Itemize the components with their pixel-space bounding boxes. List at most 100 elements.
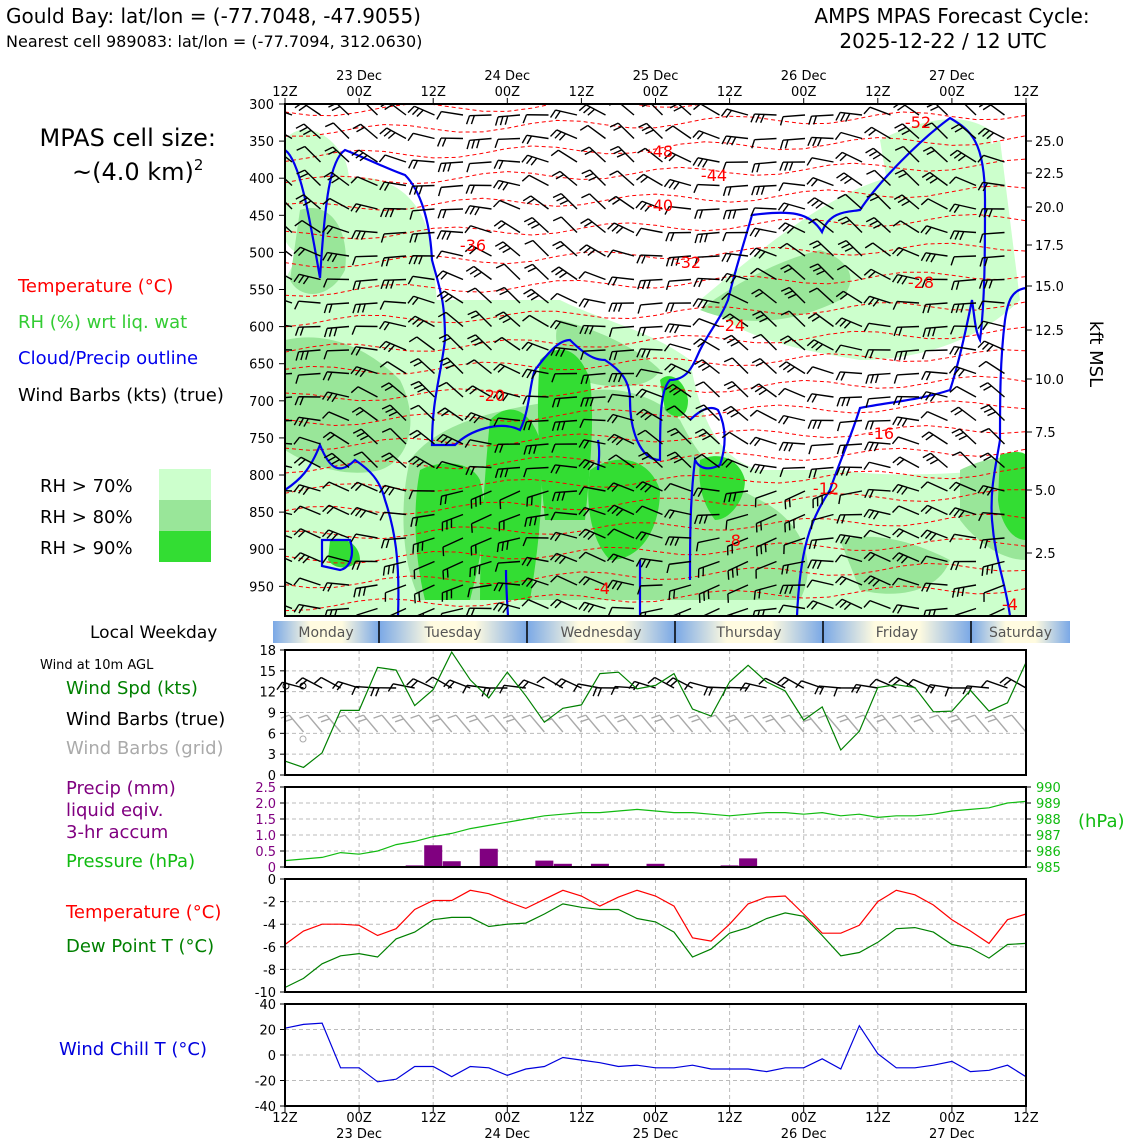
- wind-barb: [780, 286, 806, 304]
- wind-barb: [323, 349, 350, 360]
- wind-barb: [778, 222, 806, 234]
- y-tick-label: 0.5: [255, 845, 276, 860]
- wind-barb: [607, 504, 635, 517]
- y-tick-label: 0: [268, 769, 276, 784]
- wind-barb: [413, 584, 435, 604]
- pressure-line: [284, 800, 1027, 862]
- calm-circle-grid: [299, 735, 307, 743]
- rh80-area: [290, 208, 346, 294]
- top-tick-label: 00Z: [939, 85, 965, 100]
- wind-barb: [979, 537, 1005, 549]
- wind-barb: [722, 231, 749, 242]
- wind-barb: [435, 250, 464, 259]
- wind-barb: [628, 680, 656, 691]
- top-date-label: 24 Dec: [484, 69, 530, 84]
- rh80-swatch: [159, 500, 211, 531]
- wind-barb: [925, 684, 953, 694]
- wind-barb: [551, 419, 578, 432]
- wind-barb: [294, 300, 321, 310]
- wind-barb: [921, 278, 948, 288]
- pressure-tick-label: 985: [1036, 861, 1061, 876]
- wind-barb: [698, 584, 720, 603]
- wind-barb: [435, 460, 464, 470]
- wind-barb: [381, 427, 407, 445]
- wind-barb: [465, 714, 490, 733]
- wind-barb: [751, 358, 777, 375]
- wind-barb: [350, 481, 378, 492]
- wind-barb: [779, 466, 806, 478]
- wind-barb: [921, 431, 948, 445]
- wind-barb: [351, 325, 378, 335]
- wind-barb: [863, 508, 891, 520]
- wind-barb: [578, 551, 606, 563]
- y-tick-label: 0: [268, 873, 276, 888]
- wind-barb: [285, 111, 293, 116]
- wind-barb: [949, 230, 977, 241]
- wind-barb: [836, 714, 860, 733]
- pressure-tick-label: 850: [249, 506, 274, 521]
- wind-barb: [578, 271, 606, 281]
- wind-barb: [408, 455, 435, 469]
- wind-barb: [467, 334, 492, 351]
- cycle-date: 2025-12-22 / 12 UTC: [839, 29, 1046, 53]
- wind-barb: [351, 560, 378, 570]
- wind-barb: [436, 270, 464, 281]
- wind-barb: [873, 714, 897, 733]
- wind-barb: [521, 556, 549, 567]
- wind-barb: [464, 439, 492, 448]
- wind-barb: [285, 581, 293, 586]
- wind-barb: [891, 714, 916, 733]
- rh80-area: [285, 337, 411, 473]
- weekday-band: [527, 621, 675, 643]
- temp-contour: [285, 562, 1026, 589]
- y-tick-label: 2.5: [255, 781, 276, 796]
- y-tick-label: -20: [255, 1075, 276, 1090]
- wind-barb: [949, 149, 977, 163]
- pressure-tick-label: 550: [249, 284, 274, 299]
- wind-barb: [428, 714, 453, 733]
- wind-barb: [665, 255, 692, 267]
- wind-barb: [863, 106, 891, 116]
- wind-barb: [920, 252, 948, 263]
- temp-contour: [285, 400, 1026, 427]
- wind-barb: [664, 536, 692, 546]
- wind-barb: [863, 322, 891, 332]
- wind-barb: [865, 147, 891, 163]
- windchill-label: Wind Chill T (°C): [59, 1039, 207, 1060]
- wind-barb: [954, 607, 977, 616]
- wind-barb: [523, 443, 549, 455]
- wind-barb: [835, 534, 863, 545]
- wind-barb: [835, 111, 863, 122]
- rh90-area: [415, 463, 485, 600]
- wind-barb: [806, 366, 834, 375]
- bottom-tick-label: 12Z: [865, 1111, 891, 1126]
- wind-barb: [408, 159, 435, 170]
- temperature-label: -4: [1002, 595, 1018, 614]
- wind-barb: [502, 714, 527, 733]
- wind-barb: [777, 676, 805, 689]
- wind-barb: [721, 458, 749, 469]
- wind-barb: [720, 108, 749, 119]
- temperature-label: -4: [594, 579, 610, 598]
- wind-barb: [285, 419, 293, 422]
- wind-barb: [1003, 714, 1027, 733]
- wind-barb: [521, 154, 549, 166]
- wind-barb: [296, 145, 321, 163]
- height-tick-label: 10.0: [1035, 373, 1064, 388]
- wind-barb: [412, 537, 435, 554]
- y-tick-label: -8: [263, 963, 276, 978]
- wind-barb: [607, 528, 635, 539]
- wind-barb: [293, 246, 321, 257]
- wind-barb: [693, 453, 720, 469]
- precip-bar: [442, 861, 461, 867]
- wind-barb: [324, 122, 350, 139]
- top-tick-label: 12Z: [569, 85, 595, 100]
- weekday-name: Friday: [876, 625, 918, 641]
- temp-contour: [285, 326, 1026, 353]
- wind-barb: [493, 582, 521, 592]
- panel-bg: [285, 787, 1026, 867]
- wind-barb: [865, 372, 891, 384]
- wind-barb: [923, 607, 948, 616]
- wind-barb: [322, 197, 350, 210]
